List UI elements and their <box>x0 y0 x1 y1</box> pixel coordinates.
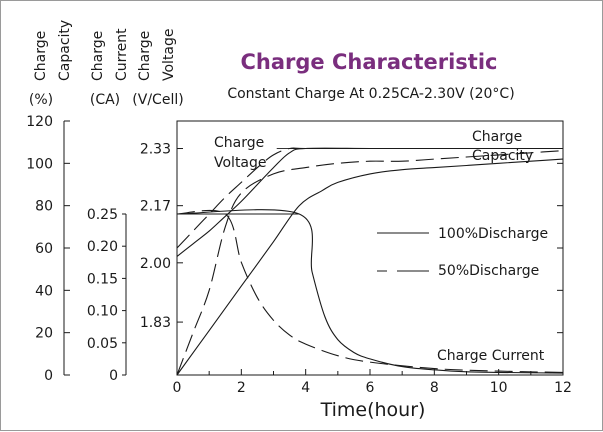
capacity-axis-title-2: Capacity <box>57 20 73 81</box>
annotation-charge-current: Charge Current <box>437 348 545 364</box>
time-tick-label: 10 <box>490 380 508 396</box>
voltage-tick-label: 1.83 <box>140 315 171 331</box>
voltage-unit: (V/Cell) <box>132 92 183 108</box>
current-tick-label: 0.25 <box>87 207 118 223</box>
time-tick-label: 4 <box>301 380 310 396</box>
time-tick-label: 2 <box>237 380 246 396</box>
annotation-charge-capacity-2: Capacity <box>472 148 533 164</box>
time-tick-label: 12 <box>554 380 572 396</box>
capacity-tick-label: 0 <box>44 368 53 384</box>
current-tick-label: 0.05 <box>87 336 118 352</box>
annotation-charge-voltage-2: Voltage <box>214 155 267 171</box>
time-tick-label: 8 <box>430 380 439 396</box>
series-capacity-solid <box>176 158 564 376</box>
current-tick-label: 0 <box>109 368 118 384</box>
legend-label-100-discharge: 100%Discharge <box>438 226 548 242</box>
voltage-tick-label: 2.00 <box>140 256 171 272</box>
time-tick-label: 0 <box>173 380 182 396</box>
series-current-dashed <box>176 209 564 373</box>
capacity-tick-label: 80 <box>35 199 53 215</box>
x-axis-label: Time(hour) <box>320 399 426 421</box>
voltage-axis-title-2: Voltage <box>161 28 177 81</box>
current-axis-title-1: Charge <box>90 31 106 81</box>
current-unit: (CA) <box>90 92 120 108</box>
chart-subtitle: Constant Charge At 0.25CA-2.30V (20°C) <box>227 86 514 102</box>
current-tick-label: 0.20 <box>87 239 118 255</box>
series-voltage-dashed <box>176 147 563 249</box>
voltage-tick-label: 2.33 <box>140 142 171 158</box>
capacity-axis-title-1: Charge <box>33 31 49 81</box>
capacity-axis: 0 20 40 60 80 100 120 <box>26 114 70 384</box>
current-axis: 0 0.05 0.10 0.15 0.20 0.25 <box>87 207 127 384</box>
capacity-tick-label: 40 <box>35 283 53 299</box>
voltage-axis: 1.83 2.00 2.17 2.33 <box>140 142 183 331</box>
capacity-tick-label: 20 <box>35 326 53 342</box>
time-tick-label: 6 <box>366 380 375 396</box>
time-axis: 0 2 4 6 8 10 12 Time(hour) <box>173 162 572 421</box>
capacity-tick-label: 60 <box>35 241 53 257</box>
current-axis-title-2: Current <box>114 28 130 81</box>
legend-label-50-discharge: 50%Discharge <box>438 263 539 279</box>
series-voltage-solid <box>176 147 563 257</box>
annotation-charge-capacity-1: Charge <box>472 129 522 145</box>
capacity-tick-label: 120 <box>26 114 53 130</box>
current-tick-label: 0.15 <box>87 271 118 287</box>
chart-title: Charge Characteristic <box>240 50 497 74</box>
annotation-charge-voltage-1: Charge <box>214 135 264 151</box>
series-capacity-dashed <box>176 150 564 376</box>
series-current-solid <box>176 209 564 374</box>
capacity-tick-label: 100 <box>26 156 53 172</box>
capacity-unit: (%) <box>29 92 53 108</box>
voltage-tick-label: 2.17 <box>140 199 171 215</box>
series-layer <box>176 147 564 376</box>
voltage-axis-title-1: Charge <box>137 31 153 81</box>
current-tick-label: 0.10 <box>87 304 118 320</box>
